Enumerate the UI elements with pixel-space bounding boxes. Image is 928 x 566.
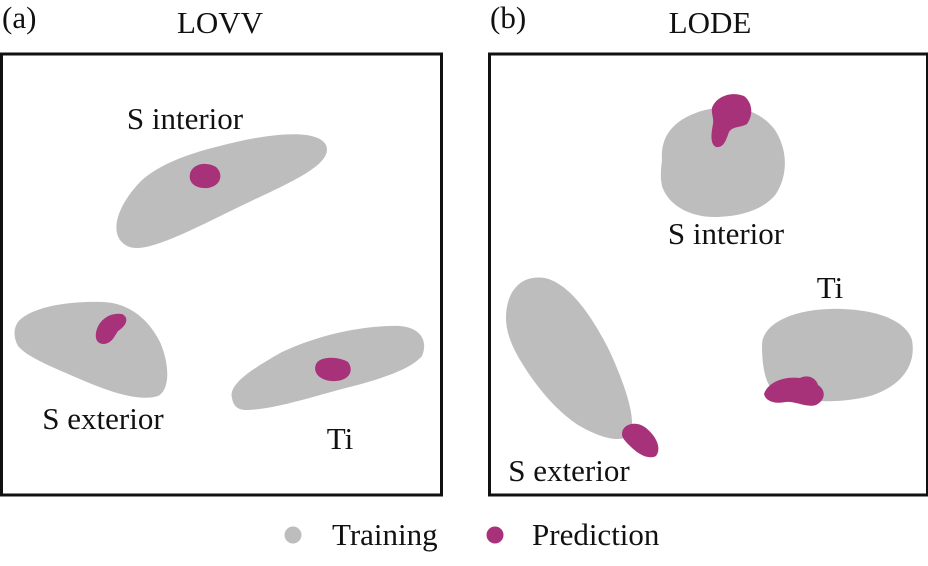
panel-a-title: LOVV [177, 5, 264, 40]
panel-a-tag: (a) [2, 0, 36, 35]
panel-a-prediction-ti [315, 357, 351, 382]
panel-b-prediction-s-interior [711, 94, 752, 148]
panel-b-label-ti: Ti [817, 270, 844, 305]
legend-prediction-label: Prediction [532, 517, 660, 552]
panel-a-label-s-exterior: S exterior [42, 401, 164, 436]
panel-a-label-ti: Ti [327, 421, 354, 456]
panel-b-title: LODE [669, 5, 752, 40]
legend-prediction-marker [486, 526, 504, 544]
panel-b-training-s-interior [660, 107, 785, 218]
panel-a-frame [0, 52, 443, 497]
panel-a-prediction-s-interior [189, 163, 221, 189]
panel-a-label-s-interior: S interior [127, 101, 244, 136]
panel-b-label-s-exterior: S exterior [508, 453, 630, 488]
panel-b-label-s-interior: S interior [668, 216, 785, 251]
panel-b-tag: (b) [490, 0, 526, 35]
panel-b-training-s-exterior [506, 277, 633, 440]
legend: Training Prediction [284, 517, 660, 552]
panel-b-prediction-ti [764, 376, 824, 406]
legend-training-marker [284, 526, 302, 544]
panel-a: (a) LOVV S interior S exterior Ti [0, 0, 443, 497]
panel-a-prediction-s-exterior [95, 313, 127, 344]
panel-a-training-s-exterior [14, 301, 168, 398]
panel-b-prediction-s-exterior [622, 423, 659, 458]
panel-a-training-s-interior [116, 134, 327, 248]
legend-training-label: Training [332, 517, 438, 552]
panel-b: (b) LODE S interior Ti S exterior [488, 0, 928, 497]
